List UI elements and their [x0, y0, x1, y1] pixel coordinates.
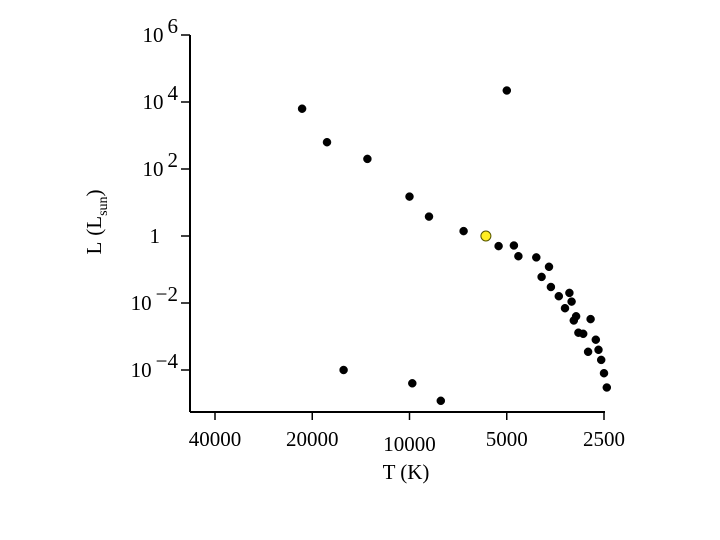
- svg-text:L(Lsun): L(Lsun): [82, 189, 111, 254]
- star-point: [594, 345, 603, 355]
- star-point: [599, 368, 609, 378]
- star-point: [436, 396, 446, 406]
- star-point: [554, 291, 564, 301]
- star-point: [571, 312, 581, 321]
- star-point: [408, 379, 417, 388]
- y-tick-label: 10 6: [143, 14, 179, 47]
- star-point: [509, 241, 519, 250]
- star-point: [502, 86, 512, 95]
- x-axis-title: T (K): [383, 460, 430, 484]
- x-ticks: 40000 20000 10000 5000 2500: [189, 412, 625, 456]
- star-point: [591, 335, 601, 344]
- star-point: [596, 355, 606, 365]
- star-point: [297, 104, 307, 113]
- data-points: [297, 86, 612, 406]
- star-point: [322, 137, 332, 147]
- sun-point: [480, 230, 492, 242]
- star-point: [494, 241, 503, 251]
- star-point: [578, 329, 588, 339]
- star-point: [602, 383, 612, 392]
- star-point: [459, 226, 468, 236]
- star-point: [567, 297, 576, 306]
- star-point: [339, 365, 348, 375]
- star-point: [544, 262, 554, 272]
- star-point: [560, 303, 570, 313]
- x-tick-label: 20000: [286, 427, 339, 451]
- star-point: [546, 282, 556, 292]
- y-axis-title-sub: sun: [96, 196, 111, 215]
- star-point: [405, 192, 414, 201]
- star-point: [532, 253, 541, 262]
- x-tick-label: 10000: [383, 432, 436, 456]
- x-tick-label: 40000: [189, 427, 242, 451]
- star-point: [565, 288, 574, 298]
- y-axis-title-main: L: [82, 242, 106, 255]
- y-ticks: 10 6 10 4 10 2 1 10 −2 10 −4: [131, 14, 190, 382]
- y-tick-label: 10 −2: [131, 282, 178, 315]
- y-axis-title: L(Lsun): [82, 189, 111, 254]
- x-tick-label: 5000: [486, 427, 528, 451]
- y-tick-label: 10 2: [143, 148, 179, 181]
- star-point: [363, 154, 372, 164]
- star-point: [537, 272, 546, 282]
- y-tick-label: 10 −4: [131, 349, 179, 382]
- y-tick-label: 10 4: [143, 81, 179, 114]
- star-point: [583, 347, 593, 357]
- star-point: [586, 314, 595, 324]
- y-tick-label: 1: [150, 224, 161, 248]
- axes: [189, 35, 605, 413]
- x-tick-label: 2500: [583, 427, 625, 451]
- star-point: [514, 251, 523, 261]
- star-point: [424, 212, 434, 221]
